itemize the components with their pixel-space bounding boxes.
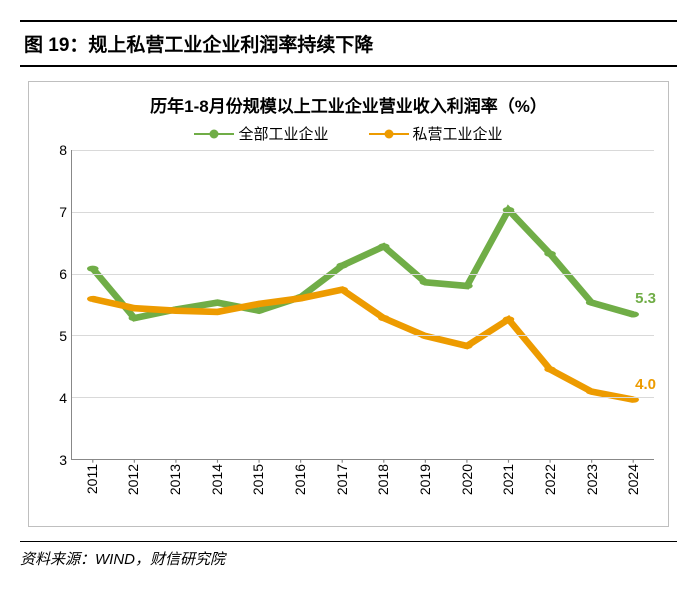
legend: 全部工业企业 私营工业企业 — [43, 123, 654, 144]
series-marker — [544, 366, 556, 372]
source-text: 资料来源：WIND，财信研究院 — [20, 551, 225, 568]
figure-header: 图 19：规上私营工业企业利润率持续下降 — [20, 20, 677, 67]
series-marker — [87, 296, 99, 302]
series-marker — [253, 308, 265, 314]
series-marker — [295, 295, 307, 301]
x-tick: 2012 — [125, 464, 141, 495]
grid-line — [72, 397, 654, 398]
series-marker — [544, 251, 556, 257]
series-marker — [253, 301, 265, 307]
y-axis: 345678 — [43, 150, 71, 460]
series-end-label: 5.3 — [635, 290, 656, 307]
series-marker — [586, 300, 598, 306]
series-marker — [461, 343, 473, 349]
figure-label: 图 19：规上私营工业企业利润率持续下降 — [24, 35, 373, 56]
x-tick: 2024 — [625, 464, 641, 495]
grid-line — [72, 212, 654, 213]
x-tick: 2015 — [250, 464, 266, 495]
x-tick: 2017 — [334, 464, 350, 495]
y-tick: 6 — [59, 266, 67, 282]
legend-label-all: 全部工业企业 — [238, 123, 328, 144]
chart-title: 历年1-8月份规模以上工业企业营业收入利润率（%） — [43, 92, 654, 117]
y-tick: 8 — [59, 142, 67, 158]
x-tick: 2019 — [417, 464, 433, 495]
legend-swatch-private — [369, 128, 409, 140]
x-tick: 2021 — [500, 464, 516, 495]
series-marker — [336, 263, 348, 269]
series-marker — [212, 309, 224, 315]
series-marker — [461, 283, 473, 289]
series-marker — [336, 287, 348, 293]
legend-item-private: 私营工业企业 — [369, 123, 503, 144]
series-marker — [627, 311, 639, 317]
series-marker — [129, 305, 141, 311]
series-end-label: 4.0 — [635, 376, 656, 393]
legend-swatch-all — [194, 128, 234, 140]
series-marker — [503, 316, 515, 322]
x-tick: 2016 — [292, 464, 308, 495]
series-marker — [87, 266, 99, 272]
y-tick: 5 — [59, 328, 67, 344]
plot: 5.3 4.0 — [71, 150, 654, 460]
chart-container: 历年1-8月份规模以上工业企业营业收入利润率（%） 全部工业企业 私营工业企业 … — [28, 81, 669, 527]
x-tick: 2023 — [584, 464, 600, 495]
chart-lines — [72, 150, 654, 459]
series-marker — [586, 389, 598, 395]
grid-line — [72, 274, 654, 275]
series-marker — [170, 308, 182, 314]
x-axis: 2011 2012 2013 2014 2015 2016 2017 2018 2019 2020… — [71, 460, 654, 520]
series-marker — [378, 315, 390, 321]
x-tick: 2011 — [84, 464, 100, 494]
grid-line — [72, 335, 654, 336]
series-line — [93, 290, 633, 400]
legend-label-private: 私营工业企业 — [413, 123, 503, 144]
x-tick: 2022 — [542, 464, 558, 495]
series-marker — [378, 243, 390, 249]
legend-item-all: 全部工业企业 — [194, 123, 328, 144]
y-tick: 4 — [59, 390, 67, 406]
y-tick: 3 — [59, 452, 67, 468]
x-tick: 2013 — [167, 464, 183, 495]
series-marker — [420, 279, 432, 285]
plot-area: 345678 5.34.0 — [43, 150, 654, 460]
grid-line — [72, 150, 654, 151]
y-tick: 7 — [59, 204, 67, 220]
x-tick: 2020 — [459, 464, 475, 495]
x-tick: 2018 — [375, 464, 391, 495]
series-marker — [212, 300, 224, 306]
source-line: 资料来源：WIND，财信研究院 — [20, 541, 677, 569]
series-marker — [129, 315, 141, 321]
x-tick: 2014 — [209, 464, 225, 495]
